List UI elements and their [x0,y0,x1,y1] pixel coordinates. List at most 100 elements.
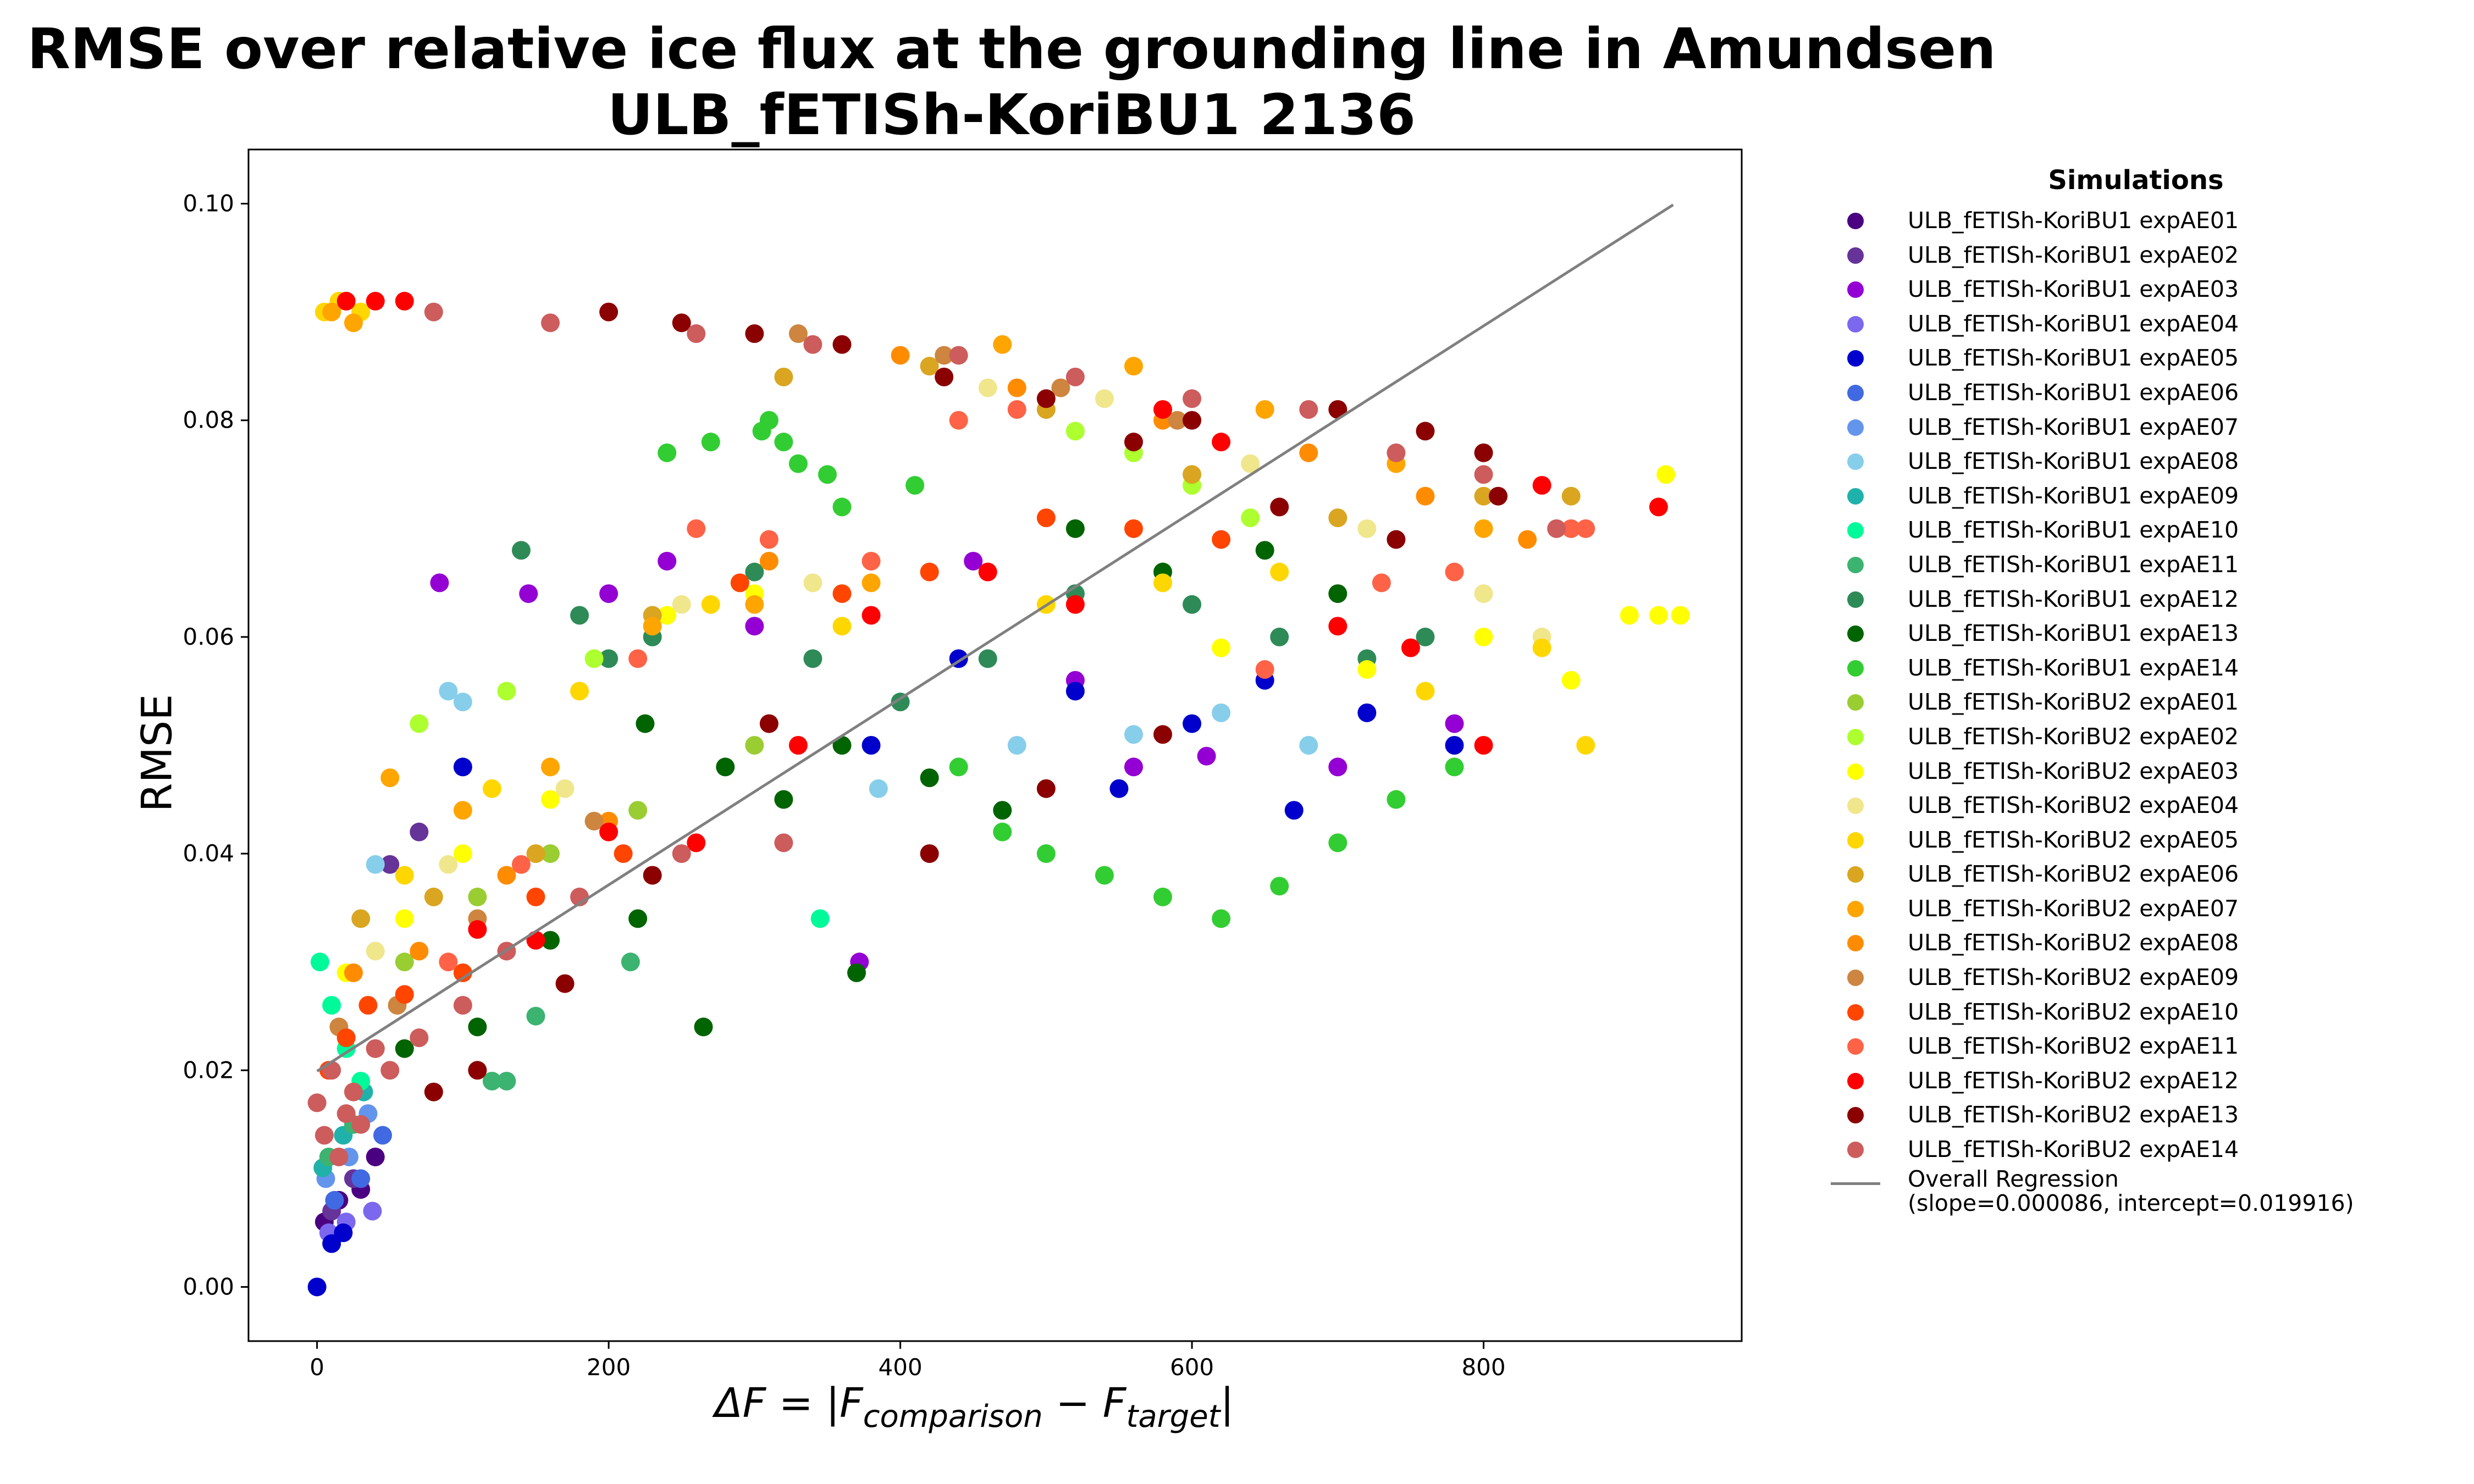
legend-marker [1847,1107,1864,1124]
data-point-series-2 [380,855,400,874]
legend-marker [1847,763,1864,780]
data-point-series-28 [351,1115,371,1134]
data-point-series-28 [453,996,472,1015]
data-point-series-22 [497,866,516,885]
data-point-series-17 [1671,606,1690,625]
data-point-series-14 [788,454,808,473]
legend-item-16: ULB_fETISh-KoriBU2 expAE02 [1831,719,2463,754]
x-label-sub2: target [1126,1399,1221,1435]
legend-label: ULB_fETISh-KoriBU2 expAE03 [1908,757,2239,784]
data-point-series-27 [1124,433,1143,452]
data-point-series-15 [745,736,764,755]
data-point-series-5 [862,736,881,755]
legend-marker [1847,281,1864,298]
data-point-series-28 [424,302,443,322]
data-point-series-14 [1036,844,1056,863]
data-point-series-27 [1270,497,1289,517]
data-point-series-27 [1036,779,1056,798]
data-point-series-5 [307,1277,327,1297]
data-point-series-13 [1328,584,1348,603]
data-point-series-19 [1576,736,1595,755]
data-point-series-15 [395,953,414,972]
data-point-series-14 [905,475,925,495]
data-point-series-14 [759,411,778,430]
data-point-series-12 [599,649,618,668]
data-point-series-28 [1183,389,1202,408]
data-point-series-6 [325,1190,344,1210]
data-point-series-22 [1416,486,1435,506]
legend-label: ULB_fETISh-KoriBU1 expAE06 [1908,379,2239,406]
data-point-series-18 [1357,519,1377,538]
data-point-series-20 [774,367,793,386]
data-point-series-25 [1255,660,1274,679]
data-point-series-28 [541,313,560,333]
legend-item-10: ULB_fETISh-KoriBU1 expAE10 [1831,513,2463,547]
data-point-series-5 [1445,736,1464,755]
data-point-series-26 [1328,617,1348,636]
data-point-series-25 [1561,519,1581,538]
legend-label: ULB_fETISh-KoriBU1 expAE02 [1908,241,2239,268]
data-point-series-27 [759,714,778,733]
data-point-series-24 [336,1028,356,1048]
data-point-series-21 [322,302,341,322]
legend-item-18: ULB_fETISh-KoriBU2 expAE04 [1831,788,2463,823]
legend-label: ULB_fETISh-KoriBU1 expAE09 [1908,482,2239,509]
data-point-series-14 [1270,877,1289,896]
data-point-series-22 [344,963,363,982]
legend-regression-line [1831,1182,1880,1185]
data-point-series-17 [1357,660,1377,679]
legend-marker [1847,660,1864,677]
x-label-eq: = | [766,1380,840,1427]
data-point-series-19 [1270,562,1289,582]
data-point-series-12 [511,541,531,560]
legend-item-27: ULB_fETISh-KoriBU2 expAE13 [1831,1098,2463,1132]
data-point-series-18 [366,942,385,961]
data-point-series-18 [555,779,575,798]
data-point-series-22 [1299,443,1318,462]
legend-item-14: ULB_fETISh-KoriBU1 expAE14 [1831,651,2463,685]
data-point-series-4 [363,1201,382,1221]
data-point-series-17 [1649,606,1668,625]
data-point-series-11 [526,1006,545,1026]
legend-marker [1847,350,1864,367]
data-point-series-17 [658,606,677,625]
data-point-series-26 [687,833,706,852]
data-point-series-27 [424,1082,443,1101]
data-point-series-25 [1007,400,1026,419]
legend-regression-label: Overall Regression [1908,1165,2119,1192]
data-point-series-28 [314,1126,334,1145]
legend-items: ULB_fETISh-KoriBU1 expAE01 ULB_fETISh-Kor… [1831,203,2463,1167]
data-point-series-14 [1445,757,1464,777]
legend-item-regression: Overall Regression (slope=0.000086, inte… [1831,1167,2463,1226]
plot-frame [247,148,1743,1342]
data-point-series-24 [526,887,545,906]
data-point-series-22 [1007,378,1026,397]
data-point-series-25 [949,411,968,430]
data-point-series-25 [687,519,706,538]
data-point-series-16 [410,714,429,733]
data-points [307,291,1690,1297]
legend-label: ULB_fETISh-KoriBU2 expAE07 [1908,895,2239,922]
data-point-series-8 [366,855,385,874]
data-point-series-24 [614,844,633,863]
data-point-series-13 [694,1017,713,1037]
data-point-series-28 [687,324,706,344]
legend-item-1: ULB_fETISh-KoriBU1 expAE01 [1831,203,2463,238]
data-point-series-27 [555,974,575,993]
data-point-series-18 [1095,389,1114,408]
data-point-series-23 [1051,378,1070,397]
data-point-series-27 [1153,725,1173,744]
legend-item-8: ULB_fETISh-KoriBU1 expAE08 [1831,444,2463,479]
data-point-series-21 [1474,519,1493,538]
data-point-series-14 [1328,833,1348,852]
data-point-series-14 [993,822,1012,841]
x-tick-label: 0 [310,1354,324,1381]
data-point-series-10 [322,996,341,1015]
data-point-series-3 [519,584,538,603]
data-point-series-24 [1212,530,1231,549]
legend-item-4: ULB_fETISh-KoriBU1 expAE04 [1831,307,2463,341]
legend-label: ULB_fETISh-KoriBU1 expAE07 [1908,413,2239,440]
legend-label: ULB_fETISh-KoriBU1 expAE01 [1908,207,2239,234]
data-point-series-24 [920,562,939,582]
